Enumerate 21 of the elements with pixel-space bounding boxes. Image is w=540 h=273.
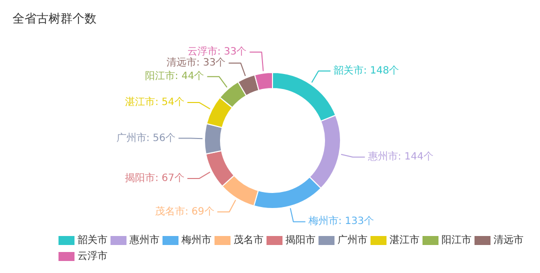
data-label: 惠州市: 144个 (366, 150, 434, 163)
data-label: 云浮市: 33个 (187, 46, 247, 58)
legend-label: 梅州市 (180, 234, 212, 246)
data-label: 清远市: 33个 (166, 56, 226, 69)
legend-label: 揭阳市 (286, 234, 316, 246)
data-label: 阳江市: 44个 (144, 70, 204, 82)
data-label: 揭阳市: 67个 (125, 172, 184, 184)
data-label: 广州市: 56个 (116, 132, 176, 144)
legend-label: 清远市 (494, 234, 524, 246)
legend-label: 惠州市 (128, 234, 160, 246)
data-label: 梅州市: 133个 (307, 215, 374, 228)
chart-title: 全省古树群个数 (12, 12, 96, 26)
legend-label: 阳江市 (442, 234, 472, 246)
data-label: 茂名市: 69个 (155, 205, 214, 218)
data-label: 湛江市: 54个 (125, 96, 184, 108)
legend-label: 茂名市 (234, 234, 264, 246)
data-label: 韶关市: 148个 (333, 64, 400, 76)
legend-label: 广州市 (338, 234, 368, 246)
legend-label: 湛江市 (390, 234, 420, 246)
legend-label: 云浮市 (78, 250, 108, 262)
legend-label: 韶关市 (78, 234, 108, 246)
